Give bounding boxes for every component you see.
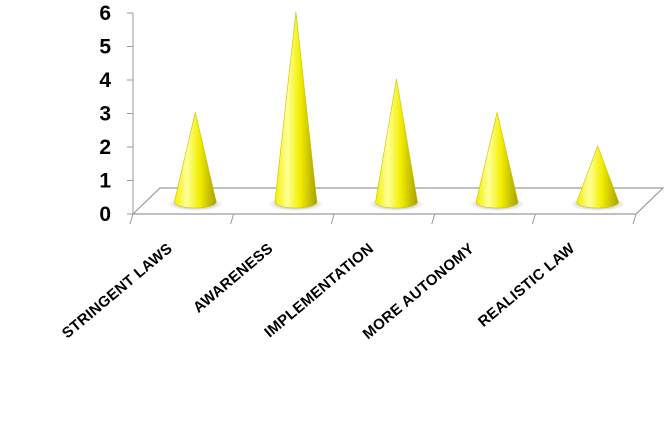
y-tick-label: 3 [99, 103, 111, 126]
cone-bar [375, 78, 418, 209]
cone-bar [475, 112, 519, 209]
x-tick-mark [632, 213, 637, 225]
x-category-label: Stringent Laws [59, 240, 176, 342]
y-tick-label: 2 [99, 136, 111, 159]
x-tick-mark [230, 213, 235, 225]
x-category-label: More Autonomy [360, 240, 478, 343]
y-tick-label: 5 [99, 36, 111, 59]
cone-bar [173, 112, 217, 209]
x-tick-mark [431, 213, 436, 225]
x-category-label: Implementation [261, 240, 377, 341]
x-tick-mark [531, 213, 536, 225]
cone-series [167, 11, 626, 211]
category-labels: Stringent Laws AwarenessImplementationMor… [59, 240, 579, 343]
x-tick-mark [330, 213, 335, 225]
cone-bar [274, 11, 318, 209]
y-tick-label: 6 [99, 2, 111, 25]
cone-bar [576, 144, 620, 209]
x-tick-mark [129, 213, 134, 225]
axis-layer: 0 1 2 3 4 5 6 [99, 2, 637, 226]
y-tick-label: 0 [99, 203, 111, 226]
x-category-label: Realistic Law [475, 240, 579, 331]
y-tick-label: 1 [99, 170, 111, 193]
x-category-label: Awareness [190, 240, 276, 316]
y-tick-label: 4 [99, 69, 111, 92]
